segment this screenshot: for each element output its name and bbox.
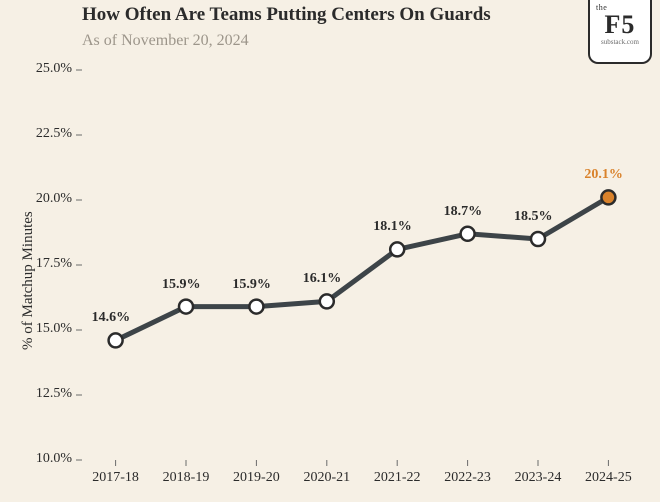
x-tick-label: 2017-18 [76, 470, 156, 486]
data-label: 20.1% [584, 167, 623, 183]
y-tick-label: 15.0% [0, 321, 72, 337]
chart-container: How Often Are Teams Putting Centers On G… [0, 0, 660, 502]
data-marker [531, 232, 545, 246]
x-tick-label: 2023-24 [498, 470, 578, 486]
data-marker [109, 333, 123, 347]
data-label: 18.5% [514, 209, 553, 225]
data-marker [179, 300, 193, 314]
data-label: 14.6% [92, 310, 131, 326]
data-label: 18.7% [444, 204, 483, 220]
x-tick-label: 2021-22 [357, 470, 437, 486]
x-tick-label: 2018-19 [146, 470, 226, 486]
y-tick-label: 17.5% [0, 256, 72, 272]
data-marker [601, 190, 615, 204]
data-marker [320, 294, 334, 308]
data-marker [249, 300, 263, 314]
data-marker [461, 227, 475, 241]
x-tick-label: 2019-20 [216, 470, 296, 486]
x-tick-label: 2020-21 [287, 470, 367, 486]
data-label: 15.9% [162, 277, 201, 293]
data-label: 18.1% [373, 219, 412, 235]
y-tick-label: 12.5% [0, 386, 72, 402]
data-label: 15.9% [232, 277, 271, 293]
data-marker [390, 242, 404, 256]
x-tick-label: 2022-23 [428, 470, 508, 486]
chart-plot [0, 0, 660, 502]
y-tick-label: 25.0% [0, 61, 72, 77]
y-tick-label: 22.5% [0, 126, 72, 142]
data-label: 16.1% [303, 271, 342, 287]
y-tick-label: 20.0% [0, 191, 72, 207]
y-tick-label: 10.0% [0, 451, 72, 467]
x-tick-label: 2024-25 [568, 470, 648, 486]
